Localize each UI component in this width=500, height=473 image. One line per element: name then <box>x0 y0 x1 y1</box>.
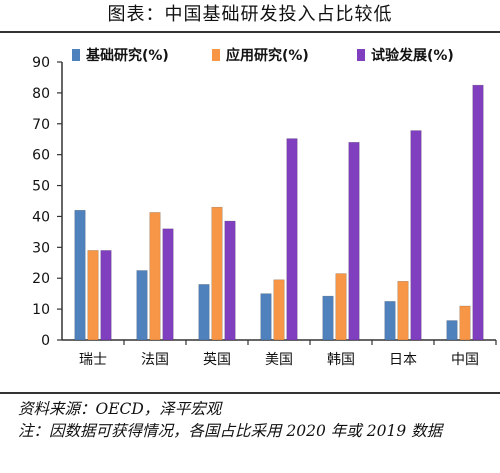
bar <box>446 320 458 341</box>
bar <box>322 295 334 341</box>
bar <box>211 206 223 341</box>
bar <box>100 250 112 341</box>
bar <box>136 270 148 341</box>
x-category-label: 法国 <box>141 352 169 368</box>
bar <box>335 273 347 341</box>
chart-bars <box>74 84 484 341</box>
y-tick-label: 10 <box>32 302 50 318</box>
x-category-label: 瑞士 <box>79 352 107 368</box>
y-tick-label: 30 <box>32 240 50 256</box>
bar <box>472 84 484 341</box>
x-category-label: 英国 <box>203 351 231 368</box>
bar <box>74 209 86 341</box>
y-tick-label: 0 <box>41 333 50 349</box>
title-divider <box>0 31 500 33</box>
bar <box>149 212 161 341</box>
y-tick-label: 80 <box>32 86 50 102</box>
y-tick-label: 50 <box>32 179 50 195</box>
y-tick-label: 20 <box>32 271 50 287</box>
x-category-label: 日本 <box>389 352 417 368</box>
chart-legend: 基础研究(%) 应用研究(%) 试验发展(%) <box>72 47 454 64</box>
bar-chart: 0 10 20 30 40 50 60 70 80 90 瑞士 法国 英国 美国 韩国 日本 中国 基础研究(%… <box>32 47 497 368</box>
source-note: 资料来源：OECD，泽平宏观 <box>18 400 222 418</box>
bar <box>260 293 272 341</box>
footer-divider <box>0 392 500 394</box>
x-category-label: 中国 <box>451 352 479 368</box>
x-category-label: 美国 <box>265 352 293 368</box>
bar <box>384 301 396 341</box>
bar <box>224 220 236 341</box>
legend-label: 应用研究(%) <box>226 47 309 64</box>
legend-swatch <box>212 49 220 61</box>
y-tick-label: 40 <box>32 209 50 225</box>
bar <box>397 281 409 341</box>
chart-axes: 0 10 20 30 40 50 60 70 80 90 瑞士 法国 英国 美国 韩国 日本 中国 <box>32 55 497 368</box>
legend-label: 试验发展(%) <box>371 47 454 64</box>
x-category-label: 韩国 <box>327 352 355 368</box>
bar <box>286 138 298 341</box>
bar <box>87 250 99 341</box>
bar <box>198 284 210 341</box>
legend-label: 基础研究(%) <box>86 47 169 64</box>
bar <box>273 279 285 341</box>
bar <box>162 228 174 341</box>
y-tick-label: 60 <box>32 148 50 164</box>
y-tick-label: 70 <box>32 117 50 133</box>
chart-title: 图表：中国基础研发投入占比较低 <box>107 4 393 25</box>
y-tick-label: 90 <box>32 55 50 71</box>
bar <box>348 142 360 341</box>
legend-swatch <box>357 49 365 61</box>
bar <box>410 130 422 341</box>
bar <box>459 305 471 341</box>
footnote: 注：因数据可获得情况，各国占比采用 2020 年或 2019 数据 <box>18 422 443 440</box>
legend-swatch <box>72 49 80 61</box>
